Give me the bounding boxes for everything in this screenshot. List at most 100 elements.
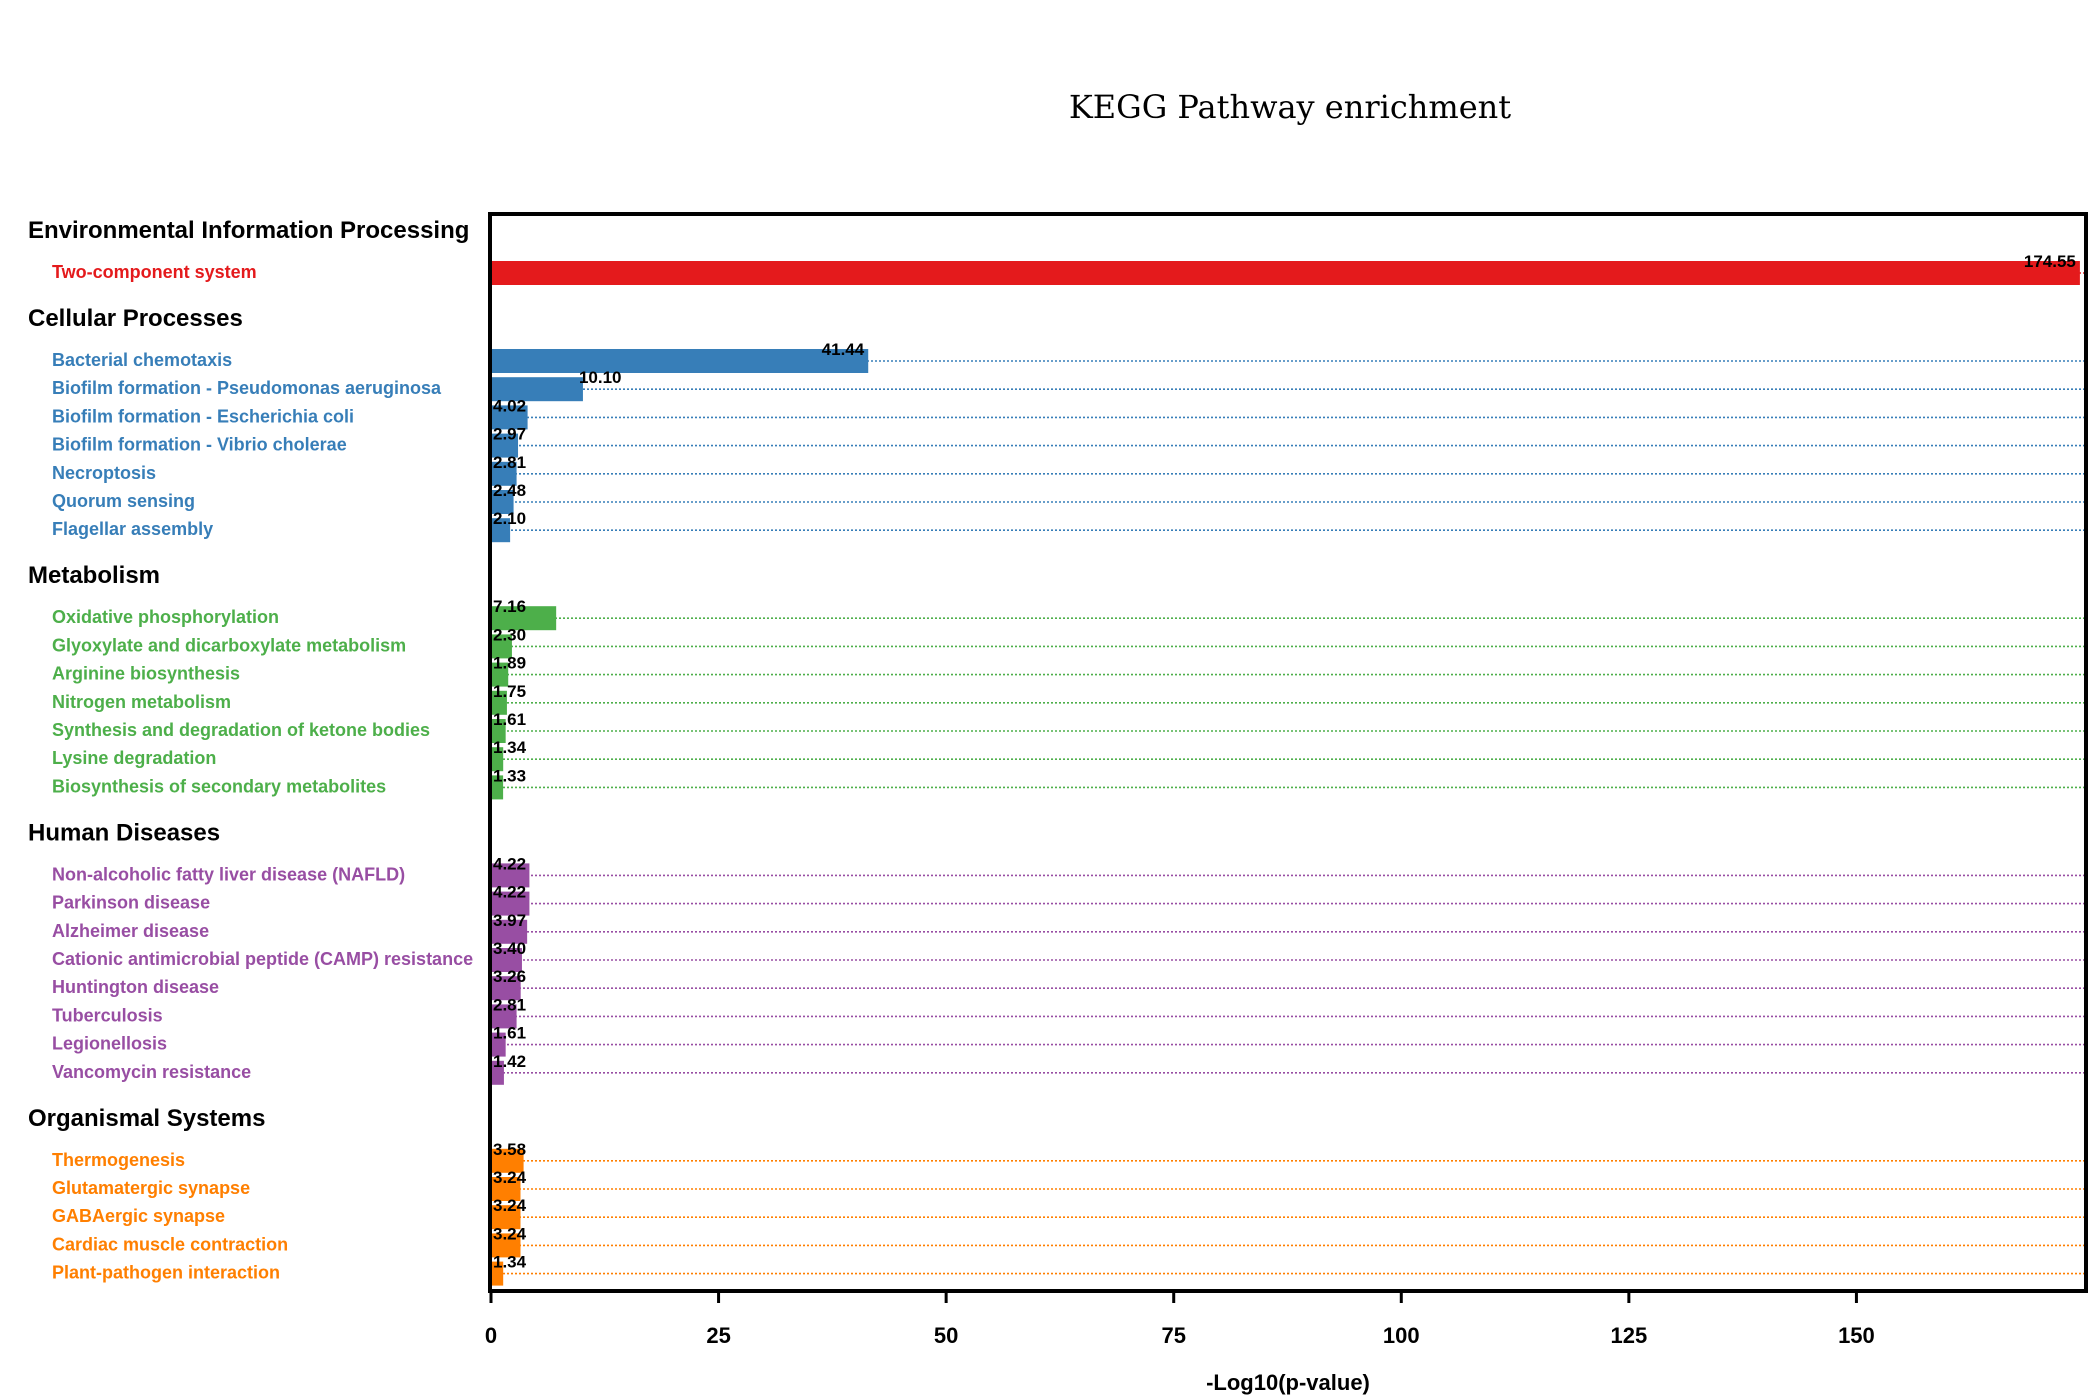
pathway-label: Thermogenesis (52, 1150, 185, 1170)
value-label: 4.22 (493, 883, 526, 902)
value-label: 2.97 (493, 425, 526, 444)
pathway-label: Biofilm formation - Escherichia coli (52, 406, 354, 426)
pathway-label: Plant-pathogen interaction (52, 1263, 280, 1283)
pathway-label: Non-alcoholic fatty liver disease (NAFLD… (52, 864, 405, 884)
bar (491, 1233, 521, 1258)
pathway-label: Biosynthesis of secondary metabolites (52, 776, 386, 796)
bar (491, 518, 511, 543)
bar (491, 775, 504, 800)
x-axis-label: -Log10(p-value) (1206, 1370, 1370, 1395)
value-label: 1.34 (493, 738, 527, 757)
pathway-label: Glyoxylate and dicarboxylate metabolism (52, 635, 406, 655)
chart-title: KEGG Pathway enrichment (1069, 88, 1511, 126)
bar (491, 490, 514, 514)
value-label: 1.33 (493, 766, 526, 785)
value-label: 3.24 (493, 1196, 527, 1215)
x-tick-label: 125 (1610, 1323, 1647, 1348)
value-label: 4.22 (493, 854, 526, 873)
pathway-label: Glutamatergic synapse (52, 1178, 250, 1198)
value-label: 2.81 (493, 453, 526, 472)
value-label: 3.97 (493, 911, 526, 930)
pathway-label: Huntington disease (52, 977, 219, 997)
bar (491, 261, 2080, 285)
x-tick-label: 25 (706, 1323, 730, 1348)
pathway-label: Cardiac muscle contraction (52, 1234, 288, 1254)
value-label: 3.58 (493, 1140, 526, 1159)
bar (491, 1205, 521, 1230)
pathway-label: Necroptosis (52, 463, 156, 483)
value-label: 1.61 (493, 1024, 526, 1043)
pathway-label: Quorum sensing (52, 491, 195, 511)
pathway-label: Synthesis and degradation of ketone bodi… (52, 720, 430, 740)
value-label: 41.44 (822, 340, 865, 359)
value-label: 1.75 (493, 682, 526, 701)
pathway-label: Oxidative phosphorylation (52, 607, 279, 627)
group-header: Organismal Systems (28, 1105, 265, 1132)
value-label: 1.34 (493, 1253, 527, 1272)
value-label: 1.42 (493, 1052, 526, 1071)
pathway-label: Biofilm formation - Pseudomonas aerugino… (52, 378, 442, 398)
bar (491, 461, 517, 486)
pathway-label: Lysine degradation (52, 748, 216, 768)
pathway-label: Bacterial chemotaxis (52, 350, 232, 370)
pathway-label: Cationic antimicrobial peptide (CAMP) re… (52, 949, 473, 969)
bar (491, 1060, 504, 1085)
bar (491, 1032, 506, 1057)
pathway-labels: Environmental Information Processing Two-… (28, 217, 473, 1283)
value-label: 7.16 (493, 597, 526, 616)
bar (491, 606, 557, 631)
bar (491, 976, 521, 1001)
value-label: 10.10 (579, 368, 622, 387)
x-axis: 0 25 50 75 100 125 150 (485, 1291, 1875, 1348)
value-label: 1.61 (493, 710, 526, 729)
pathway-label: Nitrogen metabolism (52, 692, 231, 712)
bar (491, 1148, 524, 1173)
x-tick-label: 150 (1838, 1323, 1875, 1348)
pathway-label: Alzheimer disease (52, 921, 209, 941)
plot-area: 174.55 41.44 10.10 4.02 2.97 2.81 2.48 2.10 7.16… (491, 252, 2086, 1286)
pathway-label: GABAergic synapse (52, 1206, 225, 1226)
bar (491, 405, 528, 430)
group-header: Human Diseases (28, 819, 220, 846)
pathway-label: Legionellosis (52, 1034, 167, 1054)
pathway-label: Arginine biosynthesis (52, 664, 240, 684)
bar (491, 349, 869, 373)
value-label: 2.30 (493, 625, 526, 644)
value-label: 174.55 (2024, 252, 2076, 271)
bar (491, 719, 506, 743)
bar (491, 1004, 517, 1029)
pathway-label: Flagellar assembly (52, 519, 213, 539)
pathway-label: Tuberculosis (52, 1005, 163, 1025)
bar (491, 747, 504, 772)
x-tick-label: 50 (934, 1323, 958, 1348)
bar (491, 433, 519, 458)
bar (491, 891, 530, 916)
value-label: 1.89 (493, 654, 526, 673)
value-label: 3.24 (493, 1224, 527, 1243)
group-header: Environmental Information Processing (28, 217, 469, 244)
pathway-label: Biofilm formation - Vibrio cholerae (52, 435, 347, 455)
x-tick-label: 0 (485, 1323, 497, 1348)
value-label: 3.26 (493, 967, 526, 986)
group-header: Metabolism (28, 562, 160, 589)
value-label: 2.48 (493, 481, 526, 500)
group-header: Cellular Processes (28, 305, 243, 332)
pathway-label: Parkinson disease (52, 893, 210, 913)
bar (491, 1261, 504, 1286)
bar (491, 377, 583, 402)
bar (491, 919, 528, 944)
value-label: 3.24 (493, 1168, 527, 1187)
plot-frame (488, 212, 2088, 1293)
value-label: 2.81 (493, 995, 526, 1014)
x-tick-label: 75 (1161, 1323, 1185, 1348)
value-label: 2.10 (493, 509, 526, 528)
bar (491, 634, 512, 659)
bar (491, 662, 509, 687)
pathway-label: Two-component system (52, 262, 257, 282)
x-tick-label: 100 (1383, 1323, 1420, 1348)
value-label: 4.02 (493, 396, 526, 415)
bar (491, 1177, 521, 1201)
bar (491, 863, 530, 888)
value-label: 3.40 (493, 939, 526, 958)
